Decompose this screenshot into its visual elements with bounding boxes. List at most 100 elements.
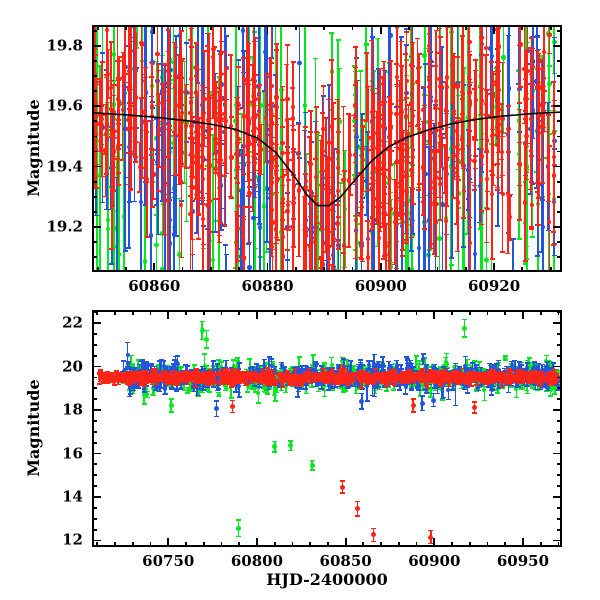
error-bar-cap	[250, 56, 256, 59]
data-marker	[154, 242, 159, 247]
data-marker	[168, 67, 173, 73]
error-bar-cap	[177, 197, 183, 200]
axis-tick	[92, 240, 97, 243]
error-bar-cap	[336, 67, 342, 70]
error-bar	[317, 132, 319, 270]
error-bar-cap	[324, 156, 330, 158]
data-marker	[488, 46, 493, 51]
microlensing-model-curve	[94, 111, 560, 207]
error-bar-cap	[315, 132, 321, 134]
axis-tick	[379, 25, 382, 34]
axis-tick	[557, 150, 562, 153]
data-marker	[337, 119, 342, 124]
axis-tick	[153, 25, 156, 34]
axis-tick	[351, 25, 354, 30]
error-bar-cap	[235, 357, 241, 359]
axis-tick	[96, 25, 99, 30]
error-bar-cap	[316, 390, 322, 393]
error-bar	[535, 27, 538, 188]
x-tick-label: 60860	[128, 277, 181, 295]
error-bar-cap	[228, 397, 234, 399]
error-bar-cap	[439, 399, 445, 401]
error-bar-cap	[262, 90, 268, 93]
error-bar-cap	[371, 70, 377, 72]
error-bar-cap	[409, 268, 415, 270]
error-bar-cap	[545, 101, 551, 104]
error-bar-cap	[392, 163, 398, 166]
error-bar-cap	[444, 352, 450, 355]
error-bar-cap	[527, 193, 533, 195]
error-bar	[365, 27, 368, 45]
axis-tick	[521, 267, 524, 272]
error-bar	[167, 27, 169, 195]
error-bar-cap	[338, 182, 344, 184]
error-bar-cap	[246, 243, 252, 245]
error-bar-cap	[335, 38, 341, 41]
data-marker	[171, 140, 176, 146]
data-marker	[372, 218, 377, 223]
data-marker	[264, 127, 270, 132]
data-marker	[472, 251, 478, 256]
axis-tick	[92, 60, 97, 63]
error-bar-cap	[134, 47, 140, 49]
data-marker	[410, 233, 415, 238]
axis-tick	[553, 45, 562, 47]
axis-tick	[557, 75, 562, 78]
data-marker	[210, 257, 216, 263]
axis-tick	[549, 25, 552, 30]
axis-tick	[92, 75, 97, 78]
error-bar-cap	[439, 133, 445, 135]
error-bar-cap	[513, 396, 519, 399]
error-bar	[263, 91, 265, 270]
error-bar-cap	[210, 134, 216, 136]
error-bar-cap	[551, 254, 557, 257]
data-marker	[422, 27, 428, 28]
data-marker	[251, 215, 256, 221]
axis-tick	[557, 210, 562, 213]
error-bar	[172, 175, 175, 270]
error-bar-cap	[247, 358, 253, 360]
error-bar-cap	[477, 228, 483, 230]
axis-tick	[238, 25, 241, 30]
axis-tick	[92, 225, 101, 228]
error-bar-cap	[540, 61, 546, 63]
axis-tick	[323, 267, 326, 272]
error-bar-cap	[126, 246, 132, 249]
axis-tick	[557, 90, 562, 93]
axis-tick	[125, 25, 127, 30]
y-tick-label: 19.4	[46, 157, 83, 176]
axis-tick	[92, 135, 97, 138]
data-marker	[539, 181, 544, 187]
error-bar	[155, 164, 158, 270]
data-marker	[97, 173, 103, 178]
error-bar-cap	[313, 57, 319, 60]
error-bar-cap	[99, 52, 105, 54]
axis-tick	[553, 225, 562, 228]
error-bar-cap	[283, 391, 289, 394]
axis-tick	[125, 267, 127, 272]
error-bar	[178, 198, 181, 270]
error-bar-cap	[224, 35, 230, 37]
error-bar-cap	[238, 113, 244, 116]
axis-tick	[557, 240, 562, 243]
lower-panel: 60750 60800 60850 60900 60950 12 14 16 18 20 22	[62, 310, 562, 569]
error-bar	[113, 190, 115, 270]
x-tick-label: 60900	[354, 277, 407, 295]
data-marker	[466, 167, 471, 173]
x-tick-label: 60920	[467, 277, 521, 295]
data-marker	[177, 252, 182, 257]
error-bar	[169, 27, 172, 193]
axis-tick	[553, 165, 562, 168]
error-bar-cap	[121, 91, 127, 94]
axis-tick	[294, 267, 297, 272]
upper-panel: 60860 60880 60900 60920 19.2 19.4 19.6 19.8	[46, 25, 562, 294]
error-bar	[424, 27, 426, 96]
error-bar	[489, 27, 492, 117]
axis-tick	[153, 263, 156, 272]
error-bar	[202, 27, 204, 136]
upper-plot-area	[94, 27, 560, 270]
data-marker	[329, 363, 334, 367]
error-bar-cap	[245, 391, 251, 394]
error-bar	[107, 102, 109, 270]
